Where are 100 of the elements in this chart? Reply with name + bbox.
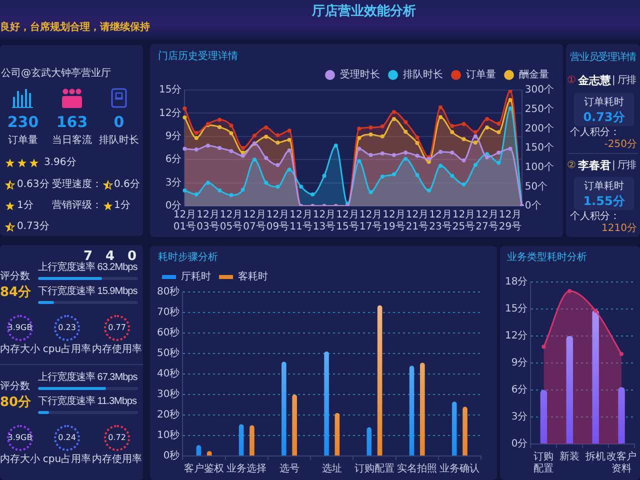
- bar: [250, 425, 254, 456]
- text: 80分: [0, 395, 32, 410]
- text: 下行宽度速率 11.3Mbps: [38, 396, 136, 408]
- text: 0: [114, 113, 124, 131]
- point: [218, 118, 222, 122]
- y-tick-label: 30秒: [156, 388, 180, 400]
- legend-label: 酬金量: [519, 68, 549, 81]
- text: -250分: [604, 139, 637, 151]
- point: [438, 164, 443, 168]
- x-tick-label: 12月 03号: [196, 210, 220, 233]
- point: [368, 132, 373, 136]
- point: [404, 130, 408, 134]
- x-tick-label: 12月 09号: [266, 210, 290, 233]
- text: 个人积分：: [570, 127, 620, 139]
- point: [252, 134, 256, 138]
- bar: [420, 362, 425, 456]
- x-tick-label: 12月 07号: [243, 210, 266, 233]
- point: [392, 172, 396, 176]
- point: [287, 148, 292, 152]
- point: [485, 117, 490, 121]
- point: [392, 117, 396, 121]
- y-tick-label: 9分: [165, 130, 182, 142]
- point: [218, 188, 222, 193]
- y2-tick-label: 100个: [524, 160, 554, 173]
- x-tick-label: 拆机: [584, 450, 606, 463]
- text: 内存使用率: [92, 344, 142, 356]
- text: 3.96分: [44, 157, 76, 169]
- point: [415, 173, 420, 178]
- y-tick-label: 20秒: [156, 408, 180, 421]
- text: 1分: [114, 200, 130, 212]
- point: [380, 174, 384, 179]
- text: 个人积分：: [570, 211, 620, 223]
- point: [508, 146, 512, 151]
- y-tick-label: 10秒: [156, 429, 180, 442]
- bar: [292, 394, 297, 456]
- point: [276, 133, 280, 138]
- point: [380, 151, 384, 156]
- point: [276, 140, 280, 145]
- text: 受理速度：: [52, 179, 102, 191]
- point: [568, 289, 572, 293]
- x-tick-label: 业务选择: [226, 462, 267, 475]
- text: 厅店营业效能分析: [312, 4, 416, 19]
- point: [229, 149, 234, 154]
- text: 84分: [0, 285, 32, 300]
- text: 0.73分: [17, 221, 50, 233]
- point: [264, 134, 268, 139]
- text: | 厅排: [612, 75, 636, 87]
- y2-tick-label: 250个: [524, 102, 554, 115]
- x-tick-label: 订购配置: [354, 462, 394, 475]
- point: [462, 137, 466, 142]
- point: [542, 344, 546, 349]
- text: 163: [56, 113, 88, 131]
- bar: [540, 390, 548, 444]
- x-tick-label: 12月 15号: [336, 210, 359, 233]
- point: [240, 154, 245, 158]
- x-tick-label: 12月 11号: [290, 210, 312, 233]
- point: [380, 134, 384, 138]
- x-tick-label: 实名拍照: [397, 462, 438, 475]
- bar: [196, 445, 202, 456]
- text: 订单耗时: [584, 97, 624, 109]
- point: [287, 168, 292, 172]
- point: [240, 188, 245, 192]
- text: cpu占用率: [42, 344, 92, 356]
- text: 公司@玄武大钟亭营业厅: [1, 68, 111, 80]
- point: [485, 155, 490, 160]
- point: [438, 105, 443, 110]
- point: [473, 163, 478, 168]
- x-tick-label: 12月 01号: [173, 210, 196, 233]
- x-tick-label: 选址: [322, 462, 342, 475]
- point: [508, 90, 512, 93]
- legend-label: 排队时长: [403, 68, 443, 81]
- point: [496, 160, 501, 165]
- text: ①: [567, 75, 576, 87]
- text: 下行宽度速率 15.9Mbps: [38, 286, 138, 298]
- point: [496, 150, 501, 155]
- text: 0.63分: [17, 179, 50, 191]
- y-tick-label: 9分: [511, 356, 528, 369]
- chart-title: 门店历史受理详情: [158, 51, 238, 63]
- bar: [282, 362, 286, 456]
- text: ②: [567, 160, 576, 172]
- x-tick-label: 选号: [279, 462, 300, 475]
- point: [182, 106, 187, 111]
- text: 排队时长: [99, 135, 139, 147]
- point: [229, 124, 234, 128]
- y2-tick-label: 150个: [524, 142, 554, 154]
- y2-tick-label: 300个: [524, 84, 554, 96]
- point: [229, 193, 234, 198]
- point: [450, 124, 454, 128]
- legend-label: 受理时长: [340, 68, 380, 81]
- text: 0.24: [58, 433, 76, 443]
- text: 0: [127, 249, 137, 264]
- point: [264, 126, 268, 130]
- point: [194, 130, 198, 135]
- chart-title: 耗时步骤分析: [158, 252, 218, 264]
- text: 3.9GB: [8, 433, 32, 443]
- y2-tick-label: 0个: [524, 200, 542, 212]
- legend-label: 厅耗时: [181, 270, 211, 283]
- point: [380, 124, 384, 128]
- point: [473, 140, 478, 145]
- point: [450, 174, 454, 178]
